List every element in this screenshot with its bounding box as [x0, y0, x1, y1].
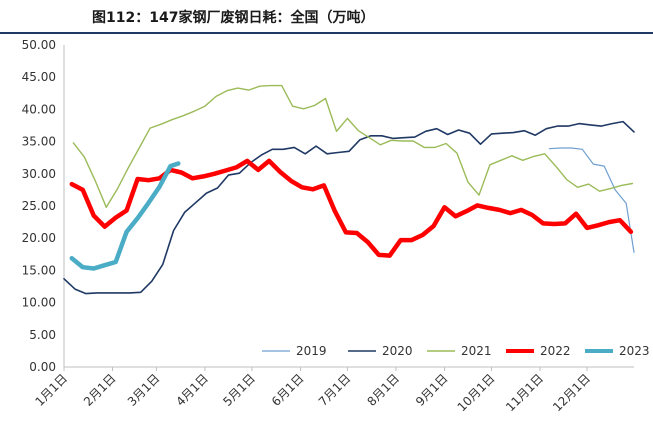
x-tick-label: 3月1日	[125, 371, 163, 409]
x-tick-label: 1月1日	[32, 371, 70, 409]
y-tick-label: 15.00	[22, 263, 56, 277]
y-tick-label: 45.00	[22, 70, 56, 84]
y-tick-label: 35.00	[22, 135, 56, 149]
y-tick-label: 5.00	[29, 328, 56, 342]
x-tick-label: 4月1日	[173, 371, 211, 409]
legend-label-2021: 2021	[461, 344, 492, 358]
x-tick-label: 8月1日	[364, 371, 402, 409]
x-tick-label: 6月1日	[269, 371, 307, 409]
chart-title: 图112：147家钢厂废钢日耗：全国（万吨）	[92, 10, 375, 26]
x-tick-label: 11月1日	[503, 371, 546, 414]
x-tick-label: 9月1日	[413, 371, 451, 409]
legend-label-2022: 2022	[540, 344, 571, 358]
y-tick-label: 30.00	[22, 167, 56, 181]
y-tick-label: 0.00	[29, 360, 56, 374]
series-line-2023	[69, 161, 181, 271]
legend-label-2020: 2020	[382, 344, 413, 358]
y-tick-label: 10.00	[22, 296, 56, 310]
series-line-2019	[548, 147, 635, 253]
x-tick-label: 2月1日	[81, 371, 119, 409]
x-tick-label: 12月1日	[550, 371, 593, 414]
legend-label-2023: 2023	[619, 344, 650, 358]
series-line-2021	[72, 84, 634, 209]
y-tick-label: 20.00	[22, 231, 56, 245]
x-tick-label: 5月1日	[220, 371, 258, 409]
x-tick-label: 7月1日	[316, 371, 354, 409]
y-tick-label: 50.00	[22, 38, 56, 52]
legend-label-2019: 2019	[296, 344, 327, 358]
series-line-2022	[69, 158, 634, 258]
series-line-2020	[63, 120, 635, 295]
x-tick-label: 10月1日	[455, 371, 498, 414]
y-tick-label: 25.00	[22, 199, 56, 213]
y-tick-label: 40.00	[22, 102, 56, 116]
title-bar: 图112：147家钢厂废钢日耗：全国（万吨）	[0, 0, 653, 34]
